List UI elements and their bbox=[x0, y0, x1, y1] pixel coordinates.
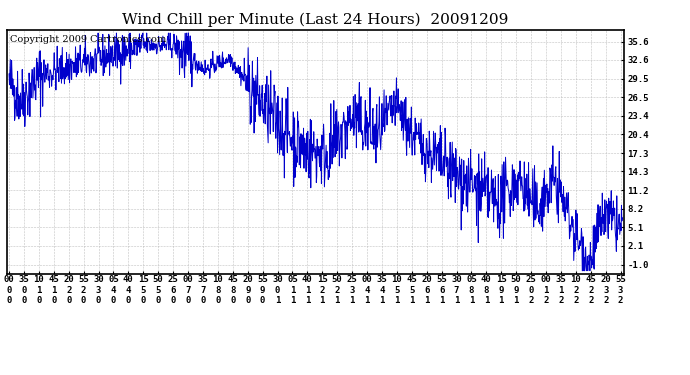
Title: Wind Chill per Minute (Last 24 Hours)  20091209: Wind Chill per Minute (Last 24 Hours) 20… bbox=[123, 13, 509, 27]
Text: Copyright 2009 Cartronics.com: Copyright 2009 Cartronics.com bbox=[10, 35, 166, 44]
